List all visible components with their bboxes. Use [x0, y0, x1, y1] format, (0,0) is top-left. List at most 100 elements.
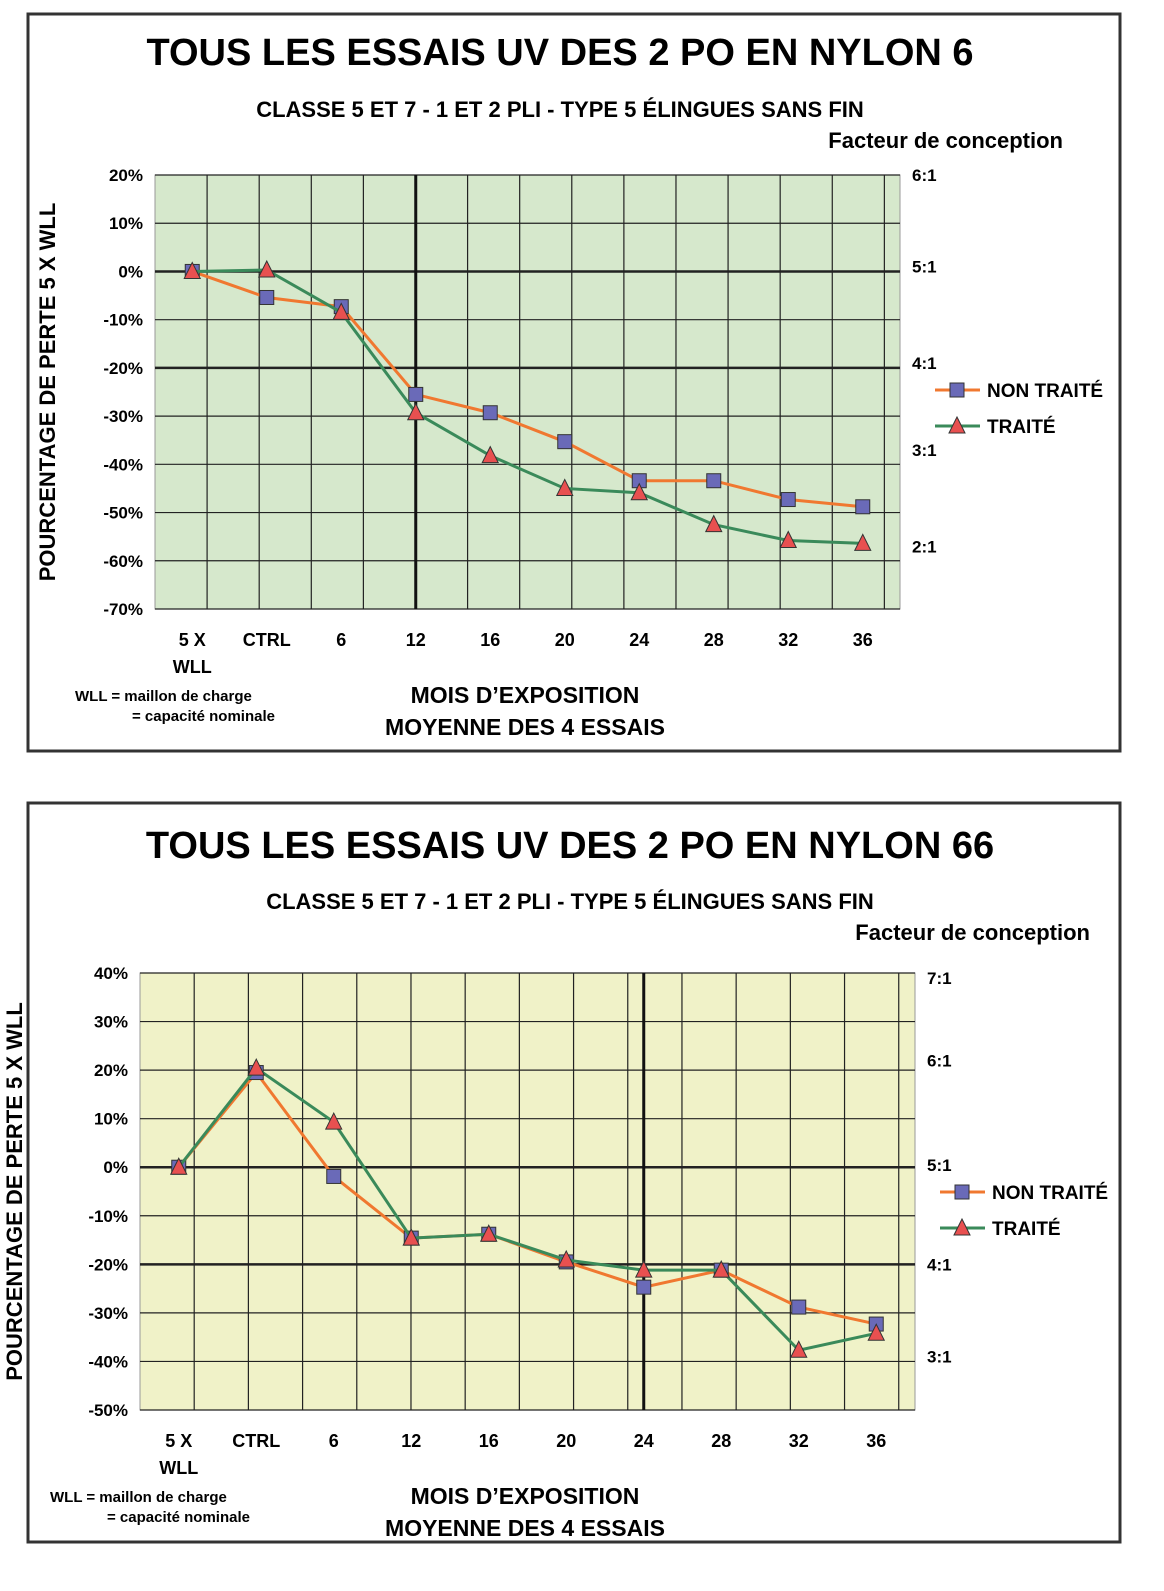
square-marker: [949, 382, 965, 398]
triangle-marker: [169, 1157, 188, 1175]
x-tick-label: 36: [853, 630, 873, 650]
x-tick-label: 36: [866, 1431, 886, 1451]
x-axis-label: MOIS D’EXPOSITION: [411, 1483, 640, 1509]
triangle-marker: [867, 1323, 886, 1341]
x-axis-label-2: MOYENNE DES 4 ESSAIS: [385, 714, 665, 740]
right-tick-label: 5:1: [912, 258, 937, 277]
y-tick-label: -30%: [88, 1304, 128, 1323]
x-tick-label: 20: [555, 630, 575, 650]
y-tick-label: -50%: [88, 1401, 128, 1420]
right-tick-label: 6:1: [912, 166, 937, 185]
legend-label: NON TRAITÉ: [987, 380, 1103, 402]
x-tick-label: 6: [329, 1431, 339, 1451]
y-tick-label: 20%: [94, 1061, 128, 1080]
y-tick-label: 30%: [94, 1013, 128, 1032]
x-axis-label: MOIS D’EXPOSITION: [411, 682, 640, 708]
y-tick-label: 10%: [94, 1110, 128, 1129]
x-tick-label: 32: [789, 1431, 809, 1451]
y-tick-label: -60%: [103, 552, 143, 571]
y-tick-label: -40%: [88, 1352, 128, 1371]
square-marker: [326, 1168, 342, 1184]
note-wll: WLL = maillon de charge: [75, 688, 252, 705]
triangle-marker: [555, 478, 574, 496]
y-axis-label: POURCENTAGE DE PERTE 5 X WLL: [2, 1002, 27, 1381]
y-tick-label: 10%: [109, 214, 143, 233]
square-marker: [259, 289, 275, 305]
triangle-marker: [630, 482, 649, 501]
legend-label: TRAITÉ: [987, 416, 1056, 438]
triangle-marker: [953, 1217, 971, 1236]
y-tick-label: 0%: [118, 262, 143, 281]
chart-frame: [26, 801, 1122, 1544]
triangle-marker: [704, 514, 723, 533]
legend-label: TRAITÉ: [992, 1218, 1061, 1240]
chart-title: TOUS LES ESSAIS UV DES 2 PO EN NYLON 6: [146, 32, 973, 74]
chart-title: TOUS LES ESSAIS UV DES 2 PO EN NYLON 66: [146, 825, 994, 867]
right-axis-title: Facteur de conception: [855, 920, 1090, 945]
triangle-marker: [789, 1340, 808, 1358]
right-tick-label: 6:1: [927, 1051, 952, 1070]
triangle-marker: [402, 1227, 421, 1246]
right-tick-label: 7:1: [927, 969, 952, 988]
x-tick-label: 5 X: [165, 1431, 192, 1451]
x-axis-label-2: MOYENNE DES 4 ESSAIS: [385, 1515, 665, 1541]
y-tick-label: -50%: [103, 504, 143, 523]
y-tick-label: -40%: [103, 455, 143, 474]
right-tick-label: 2:1: [912, 537, 937, 556]
series-line: [192, 268, 863, 545]
y-tick-label: -20%: [103, 359, 143, 378]
right-axis-title: Facteur de conception: [828, 128, 1063, 153]
square-marker: [780, 492, 796, 508]
x-tick-label: 24: [629, 630, 649, 650]
x-tick-label: 12: [406, 630, 426, 650]
triangle-marker: [247, 1058, 266, 1076]
square-marker: [954, 1184, 970, 1200]
triangle-marker: [948, 415, 966, 434]
x-tick-label: WLL: [159, 1458, 198, 1478]
square-marker: [706, 473, 722, 489]
triangle-marker: [406, 402, 425, 421]
x-tick-label: 6: [336, 630, 346, 650]
x-tick-label: 28: [711, 1431, 731, 1451]
triangle-marker: [183, 261, 202, 279]
chart-2: TOUS LES ESSAIS UV DES 2 PO EN NYLON 66 C…: [2, 801, 1122, 1544]
y-tick-label: -10%: [103, 311, 143, 330]
chart-subtitle: CLASSE 5 ET 7 - 1 ET 2 PLI - TYPE 5 ÉLIN…: [266, 889, 874, 914]
x-tick-label: 5 X: [179, 630, 206, 650]
y-tick-label: 40%: [94, 964, 128, 983]
triangle-marker: [712, 1260, 731, 1278]
y-tick-label: 0%: [103, 1158, 128, 1177]
right-tick-label: 4:1: [912, 354, 937, 373]
square-marker: [408, 386, 424, 402]
square-marker: [855, 499, 871, 515]
triangle-marker: [481, 445, 500, 464]
note-capacity: = capacité nominale: [132, 708, 275, 725]
series-line: [177, 1066, 877, 1352]
x-tick-label: 24: [634, 1431, 654, 1451]
y-tick-label: -30%: [103, 407, 143, 426]
x-tick-label: 16: [480, 630, 500, 650]
chart-subtitle: CLASSE 5 ET 7 - 1 ET 2 PLI - TYPE 5 ÉLIN…: [256, 97, 864, 122]
triangle-marker: [634, 1260, 653, 1278]
y-tick-label: -10%: [88, 1207, 128, 1226]
right-tick-label: 5:1: [927, 1156, 952, 1175]
square-marker: [636, 1279, 652, 1295]
x-tick-label: 32: [778, 630, 798, 650]
triangle-marker: [479, 1224, 498, 1242]
x-tick-label: WLL: [173, 657, 212, 677]
square-marker: [791, 1299, 807, 1315]
x-tick-label: 20: [556, 1431, 576, 1451]
right-tick-label: 3:1: [912, 441, 937, 460]
legend-label: NON TRAITÉ: [992, 1182, 1108, 1204]
y-tick-label: -70%: [103, 600, 143, 619]
y-tick-label: 20%: [109, 166, 143, 185]
square-marker: [557, 434, 573, 450]
x-tick-label: 16: [479, 1431, 499, 1451]
note-wll: WLL = maillon de charge: [50, 1489, 227, 1506]
note-capacity: = capacité nominale: [107, 1509, 250, 1526]
series-traite: [183, 259, 872, 551]
triangle-marker: [324, 1111, 343, 1130]
triangle-marker: [332, 302, 351, 320]
series-line: [191, 270, 863, 509]
